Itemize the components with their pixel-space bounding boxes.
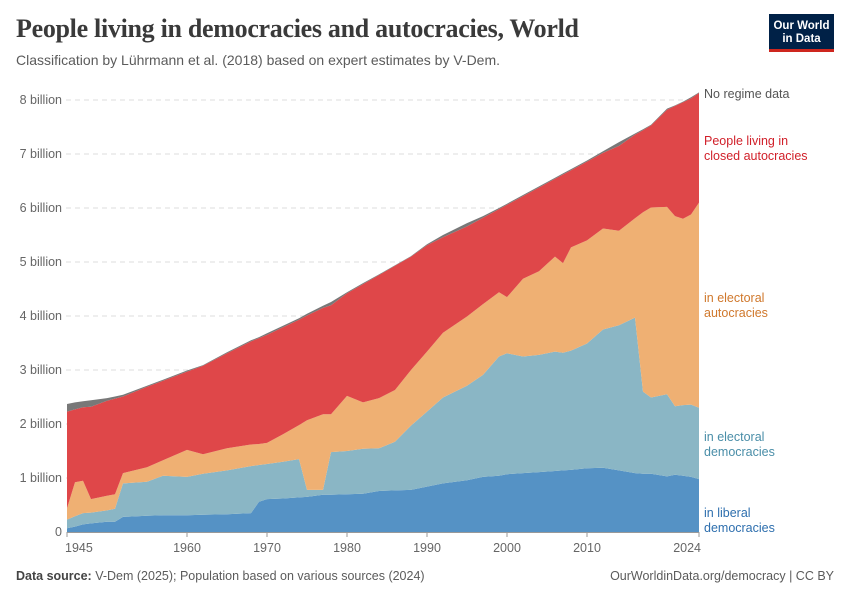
series-label-line: in electoral	[704, 291, 765, 305]
credit-link[interactable]: OurWorldinData.org/democracy | CC BY	[610, 569, 834, 583]
series-label-line: democracies	[704, 444, 775, 459]
owid-logo[interactable]: Our World in Data	[769, 14, 834, 52]
y-tick-label: 2 billion	[20, 417, 62, 431]
area-people-living-in-closed-autocracies	[67, 93, 699, 509]
source-label: Data source:	[16, 569, 92, 583]
y-tick-label: 3 billion	[20, 363, 62, 377]
x-tick-label: 2000	[493, 541, 521, 555]
x-tick-label: 1960	[173, 541, 201, 555]
series-label-line: closed autocracies	[704, 148, 808, 163]
area-in-liberal-democracies	[67, 467, 699, 532]
x-tick-label: 1945	[65, 541, 93, 555]
chart-title: People living in democracies and autocra…	[16, 14, 579, 43]
y-tick-label: 8 billion	[20, 93, 62, 107]
series-label[interactable]: in electoral democracies	[704, 430, 844, 459]
series-label-line: in electoral	[704, 430, 765, 444]
data-source: Data source: V-Dem (2025); Population ba…	[16, 569, 425, 583]
series-label[interactable]: People living in closed autocracies	[704, 134, 844, 163]
x-tick-label: 1980	[333, 541, 361, 555]
logo-line-2: in Data	[782, 33, 821, 45]
x-tick-label: 1990	[413, 541, 441, 555]
y-tick-label: 4 billion	[20, 309, 62, 323]
y-tick-label: 7 billion	[20, 147, 62, 161]
y-tick-label: 5 billion	[20, 255, 62, 269]
y-tick-label: 1 billion	[20, 471, 62, 485]
series-label-line: democracies	[704, 520, 775, 535]
series-label[interactable]: No regime data	[704, 87, 844, 102]
x-tick-label: 2024	[673, 541, 701, 555]
y-tick-label: 6 billion	[20, 201, 62, 215]
x-tick-label: 1970	[253, 541, 281, 555]
series-label[interactable]: in liberal democracies	[704, 506, 844, 535]
y-tick-label: 0	[55, 525, 62, 539]
series-label-line: autocracies	[704, 305, 768, 320]
area-in-electoral-autocracies	[67, 202, 699, 520]
series-label[interactable]: in electoral autocracies	[704, 291, 844, 320]
series-label-line: No regime data	[704, 87, 790, 101]
x-tick-label: 2010	[573, 541, 601, 555]
logo-line-1: Our World	[773, 20, 830, 32]
chart-subtitle: Classification by Lührmann et al. (2018)…	[16, 52, 501, 68]
source-text: V-Dem (2025); Population based on variou…	[95, 569, 425, 583]
area-in-electoral-democracies	[67, 317, 699, 529]
series-label-line: in liberal	[704, 506, 751, 520]
series-label-line: People living in	[704, 134, 789, 148]
